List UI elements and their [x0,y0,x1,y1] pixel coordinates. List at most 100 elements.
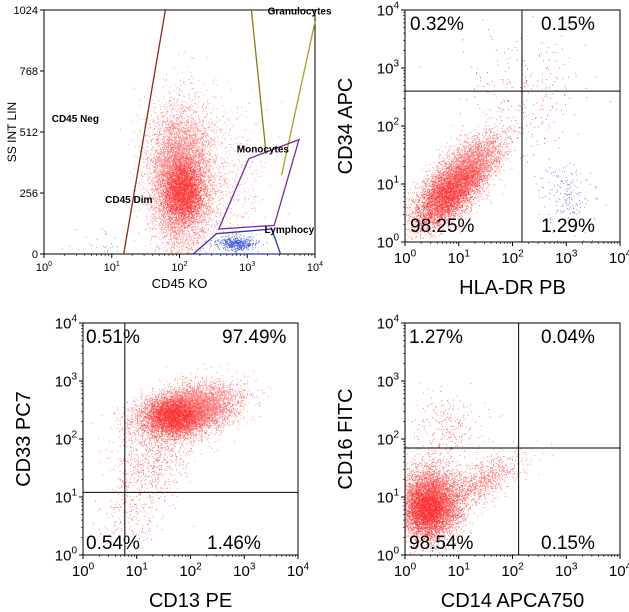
x-tick-label: 104 [609,561,629,580]
gate-label: CD45 Neg [52,114,99,125]
y-tick-label: 100 [55,546,78,565]
x-tick-label: 101 [448,248,471,267]
gate-labels: Granulocytes CD45 Neg Monocytes CD45 Dim Lym… [52,7,332,237]
population-core [405,465,461,556]
axis-ticks: 100 101 102 103 104 100 101 102 103 104 [377,314,629,581]
population-diagonal [408,440,554,530]
event-dots-path [405,442,485,555]
x-tick-label: 103 [555,561,578,580]
y-tick-label: 101 [377,488,400,507]
gate-label: CD45 Dim [105,195,152,206]
quadrant-upper-left-percent: 1.27% [409,327,463,348]
gate-label: Granulocytes [268,7,332,18]
x-tick-label: 102 [501,248,524,267]
y-tick-label: 102 [55,430,78,449]
y-tick-label: 100 [377,233,400,252]
population-core [406,147,498,243]
x-tick-label: 103 [239,261,255,274]
y-tick-label: 103 [55,372,78,391]
quadrant-upper-right-percent: 97.49% [222,327,287,348]
x-tick-label: 100 [72,561,95,580]
x-tick-label: 100 [394,561,417,580]
y-axis-label: SS INT LIN [5,102,19,162]
quadrant-upper-left-percent: 0.51% [86,327,140,348]
y-tick-label: 768 [20,66,38,78]
y-tick-label: 104 [377,1,400,20]
x-tick-label: 102 [501,561,524,580]
gate-granulocytes [280,21,316,176]
x-tick-label: 104 [609,248,629,267]
y-tick-label: 104 [55,314,78,333]
x-axis-label: CD14 APCA750 [441,590,584,612]
population-main [405,442,485,555]
axis-ticks: 100 101 102 103 104 100 101 102 103 104 [377,1,629,268]
y-axis-label: CD16 FITC [335,388,357,489]
population-cd34-hla-dr-main [405,96,533,243]
y-tick-label: 0 [32,249,38,261]
y-tick-label: 100 [377,546,400,565]
event-dots-path [132,386,224,449]
gate-lymphocytes [191,228,282,255]
y-axis-label: CD33 PC7 [13,391,35,487]
y-tick-label: 103 [377,372,400,391]
y-tick-label: 1024 [14,5,38,17]
quadrant-lower-right-percent: 1.46% [207,533,261,554]
population-cd45-dim-core [141,137,211,244]
quadrant-lines [83,323,298,555]
event-dots-path [405,465,461,556]
event-dots [405,382,554,556]
event-dots-path [405,96,533,243]
event-dots-path [120,51,240,255]
event-dots-path [141,137,211,244]
population-core [132,386,224,449]
axis-ticks: 100 101 102 103 104 100 101 102 103 104 [55,314,310,581]
quadrant-lower-left-percent: 98.54% [409,533,474,554]
quadrant-upper-right-percent: 0.15% [541,14,595,35]
y-axis-label: CD34 APC [335,78,357,175]
axis-ticks: 100 101 102 103 104 0 256 512 768 1024 [14,5,324,274]
x-axis-label: CD45 KO [152,276,208,291]
event-dots-path [408,440,554,530]
population-cd45-dim-main [120,51,240,255]
panel-cd14-cd16: 100 101 102 103 104 100 101 102 103 104 1.27% 0.0… [335,314,629,612]
x-tick-label: 101 [448,561,471,580]
y-tick-label: 104 [377,314,400,333]
event-dots [405,16,611,243]
x-axis-label: CD13 PE [149,590,232,612]
x-tick-label: 101 [126,561,149,580]
gate-monocytes [217,138,300,230]
x-tick-label: 102 [171,261,187,274]
y-tick-label: 512 [20,127,38,139]
x-axis-label: HLA-DR PB [459,277,566,299]
population-lymphocytes [210,230,268,254]
x-tick-label: 103 [233,561,256,580]
gates [123,9,316,255]
event-dots-path [91,363,272,463]
quadrant-lower-right-percent: 1.29% [541,216,595,237]
gate-cd45-dim-granulocytes-boundary [250,9,267,154]
y-tick-label: 101 [377,175,400,194]
x-tick-label: 104 [307,261,323,274]
x-tick-label: 100 [394,248,417,267]
quadrant-lower-left-percent: 98.25% [410,216,475,237]
x-tick-label: 101 [104,261,120,274]
y-tick-label: 256 [20,188,38,200]
quadrant-lines [405,10,620,242]
y-tick-label: 102 [377,117,400,136]
y-tick-label: 101 [55,488,78,507]
x-tick-label: 103 [555,248,578,267]
x-tick-label: 104 [287,561,310,580]
quadrant-upper-right-percent: 0.04% [541,327,595,348]
panel-cd13-cd33: 100 101 102 103 104 100 101 102 103 104 0.51% 97.… [13,314,310,612]
quadrant-upper-left-percent: 0.32% [410,14,464,35]
panel-cd45-ss: 100 101 102 103 104 0 256 512 768 1024 Granulocyt… [5,5,332,291]
gate-label: Monocytes [237,145,290,156]
quadrant-lines [405,323,620,555]
y-tick-label: 102 [377,430,400,449]
event-dots-path [406,147,498,243]
population-cd13-cd33-main [91,363,272,463]
event-dots-path [210,230,268,254]
y-tick-label: 103 [377,59,400,78]
x-tick-label: 102 [179,561,202,580]
